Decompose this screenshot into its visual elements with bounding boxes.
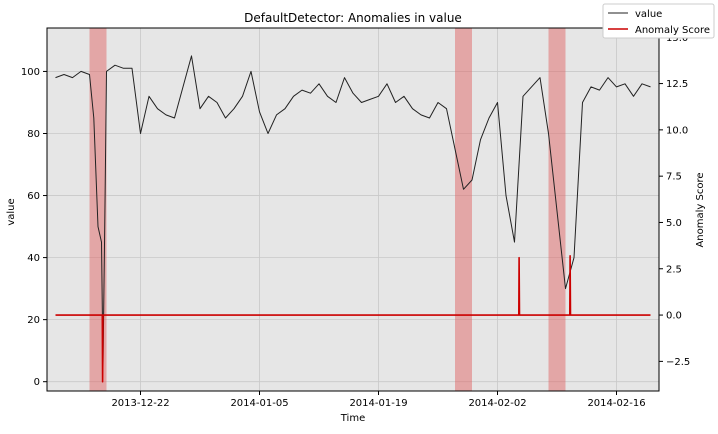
y2-tick-label: 5.0 [666,218,682,229]
x-tick-label: 2014-02-02 [468,398,526,409]
anomaly-window [89,28,107,391]
y2-tick-label: 2.5 [666,264,682,275]
x-tick-label: 2014-01-05 [230,398,288,409]
grid-layer [47,28,659,391]
y2-axis-title: Anomaly Score [695,172,706,247]
y-tick-label: 40 [27,253,40,264]
x-tick-label: 2014-01-19 [349,398,407,409]
y2-tick-label: 12.5 [666,79,688,90]
y2-tick-label: 0.0 [666,311,682,322]
plot-frame [46,27,660,392]
right-axis: −2.50.02.55.07.510.012.515.0 [659,33,690,368]
y-tick-label: 60 [27,191,40,202]
legend-box [602,3,715,39]
y-tick-label: 100 [21,67,40,78]
series-layer [55,55,651,383]
y-tick-label: 80 [27,129,40,140]
y-axis-title: value [6,198,17,225]
legend: value Anomaly Score [602,3,715,39]
legend-label-anomaly-score: Anomaly Score [635,25,710,36]
x-axis: 2013-12-22 2014-01-05 2014-01-19 2014-02-02… [111,391,646,409]
y2-tick-label: 10.0 [666,125,688,136]
series-line-value [55,55,651,367]
y2-tick-label: −2.5 [666,357,690,368]
chart-title: DefaultDetector: Anomalies in value [244,11,462,25]
plot-background [47,28,659,391]
y-tick-label: 20 [27,315,40,326]
left-axis: 0 20 40 60 80 100 [21,67,47,388]
x-axis-title: Time [340,413,365,424]
y2-tick-label: 7.5 [666,172,682,183]
series-line-anomaly-score [55,255,651,383]
x-tick-label: 2013-12-22 [111,398,169,409]
legend-label-value: value [635,9,662,20]
anomaly-window [455,28,472,391]
x-tick-label: 2014-02-16 [587,398,645,409]
y-tick-label: 0 [34,377,40,388]
